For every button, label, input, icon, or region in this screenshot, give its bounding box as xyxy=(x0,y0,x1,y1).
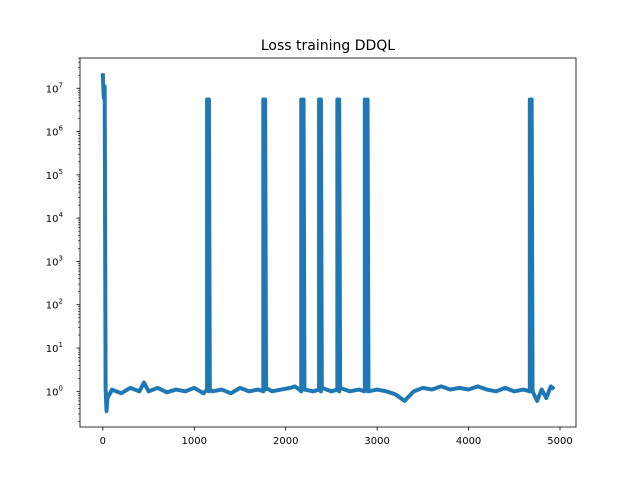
x-tick-label: 4000 xyxy=(456,436,481,447)
x-tick-label: 5000 xyxy=(547,436,572,447)
y-tick-label: 102 xyxy=(46,298,63,312)
y-tick-label: 107 xyxy=(46,81,63,95)
y-tick-label: 105 xyxy=(46,168,63,182)
x-tick-label: 0 xyxy=(100,436,106,447)
y-tick-label: 103 xyxy=(46,254,63,268)
x-tick-label: 3000 xyxy=(364,436,389,447)
x-tick-label: 2000 xyxy=(273,436,298,447)
y-tick-label: 101 xyxy=(46,341,63,355)
series-line xyxy=(100,73,556,414)
y-tick-label: 104 xyxy=(46,211,64,225)
chart-title: Loss training DDQL xyxy=(261,38,395,54)
plot-area: 0 1000 2000 3000 4000 5000 100 101 102 103 104 105 1… xyxy=(46,57,577,447)
x-tick-label: 1000 xyxy=(182,436,207,447)
axes-frame xyxy=(79,57,577,428)
y-tick-label: 106 xyxy=(46,125,64,139)
y-tick-label: 100 xyxy=(46,384,63,398)
